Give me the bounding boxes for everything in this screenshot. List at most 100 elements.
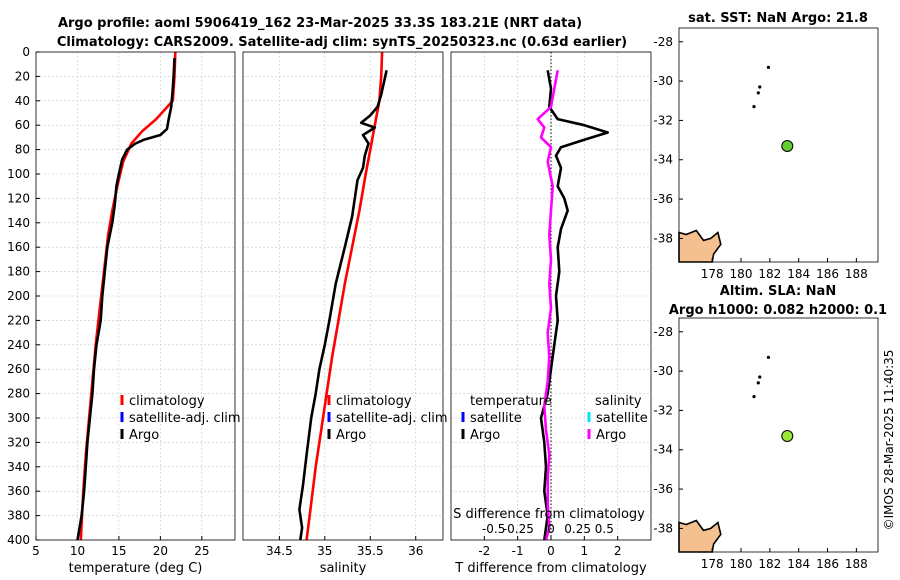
- x-tick-label: 20: [153, 544, 168, 558]
- x-tick-label: 10: [70, 544, 85, 558]
- x-tick-label: 25: [194, 544, 209, 558]
- y-tick-label: -28: [653, 35, 673, 49]
- x-tick-label: 186: [816, 267, 839, 281]
- y-tick-label: -32: [653, 403, 673, 417]
- map-frame: [678, 27, 879, 263]
- y-tick-label: 20: [15, 69, 30, 83]
- x-tick-label: 178: [701, 267, 724, 281]
- x-axis-label: salinity: [320, 561, 367, 576]
- top-tick-label: -0.25: [503, 522, 534, 536]
- float-position-marker: [781, 429, 794, 442]
- legend-label: satellite: [596, 411, 648, 426]
- track-point: [758, 375, 762, 379]
- x-tick-label: 2: [614, 544, 622, 558]
- x-tick-label: 5: [32, 544, 40, 558]
- map-subtitle: Argo h1000: 0.082 h2000: 0.1: [669, 303, 887, 318]
- legend-label: Argo: [596, 428, 626, 443]
- x-tick-label: 184: [787, 557, 810, 571]
- series-line-s-argo: [536, 70, 559, 541]
- y-tick-label: -30: [653, 74, 673, 88]
- float-position-marker: [781, 139, 794, 152]
- y-tick-label: 380: [7, 509, 30, 523]
- x-tick-label: 35: [317, 544, 332, 558]
- x-tick-label: 0: [547, 544, 555, 558]
- series-line-climatology: [305, 51, 384, 541]
- map-title: sat. SST: NaN Argo: 21.8: [688, 11, 868, 26]
- salinity-panel: 34.5 35 35.5 36 salinity climatology satellite…: [242, 51, 448, 576]
- x-tick-label: 188: [845, 557, 868, 571]
- track-point: [752, 105, 756, 109]
- x-tick-label: 34.5: [266, 544, 293, 558]
- top-axis-label: S difference from climatology: [453, 507, 645, 522]
- x-tick-label: 36: [408, 544, 423, 558]
- y-tick-label: -34: [653, 443, 673, 457]
- track-point: [752, 395, 756, 399]
- y-tick-label: 220: [7, 313, 30, 327]
- legend-label: Argo: [129, 428, 159, 443]
- x-tick-label: 186: [816, 557, 839, 571]
- x-tick-label: 178: [701, 557, 724, 571]
- top-tick-label: 0: [547, 522, 555, 536]
- x-tick-label: 188: [845, 267, 868, 281]
- series-line-t-argo: [539, 70, 610, 541]
- sst-map-panel: 178 180 182 184 186 188 -28 -30 -32 -34 -36 -38 sat.…: [653, 11, 879, 281]
- y-tick-label: -30: [653, 364, 673, 378]
- y-tick-label: 320: [7, 435, 30, 449]
- track-point: [756, 91, 760, 95]
- series-line-argo: [76, 58, 176, 541]
- track-point: [758, 85, 762, 89]
- track-point: [766, 355, 771, 359]
- y-tick-label: 400: [7, 533, 30, 547]
- figure-title-line2: Climatology: CARS2009. Satellite-adj cli…: [57, 35, 627, 50]
- x-axis-label: T difference from climatology: [454, 561, 647, 576]
- y-tick-label: -38: [653, 521, 673, 535]
- y-tick-label: 280: [7, 387, 30, 401]
- map-frame: [678, 317, 879, 553]
- y-tick-label: -38: [653, 231, 673, 245]
- top-tick-label: 0.25: [564, 522, 591, 536]
- series-line-argo: [298, 70, 388, 541]
- y-tick-label: 360: [7, 484, 30, 498]
- legend-label: Argo: [470, 428, 500, 443]
- y-tick-label: -32: [653, 113, 673, 127]
- y-tick-label: 160: [7, 240, 30, 254]
- axes-frame: [242, 51, 444, 541]
- y-tick-label: 300: [7, 411, 30, 425]
- legend-title-salinity: salinity: [595, 394, 642, 409]
- top-tick-label: 0.5: [595, 522, 614, 536]
- y-tick-label: 40: [15, 94, 30, 108]
- track-point: [766, 65, 771, 69]
- x-tick-label: 182: [758, 267, 781, 281]
- y-tick-label: 260: [7, 362, 30, 376]
- y-tick-label: 80: [15, 143, 30, 157]
- difference-panel: -2 -1 0 1 2 T difference from climatology temp…: [450, 51, 652, 576]
- x-tick-label: 1: [581, 544, 589, 558]
- x-tick-label: -1: [512, 544, 524, 558]
- y-tick-label: -36: [653, 482, 673, 496]
- temperature-panel: 0 20 40 60 80 100 120 140 160 180 200 220 240 260 280 3…: [7, 45, 241, 576]
- x-tick-label: 182: [758, 557, 781, 571]
- map-title: Altim. SLA: NaN: [720, 284, 836, 299]
- x-tick-label: 15: [111, 544, 126, 558]
- legend-title-temperature: temperature: [470, 394, 552, 409]
- land-coastline: [678, 519, 722, 553]
- y-tick-label: 240: [7, 338, 30, 352]
- timestamp-label: ©IMOS 28-Mar-2025 11:40:35: [882, 350, 896, 531]
- y-tick-label: 60: [15, 118, 30, 132]
- y-tick-label: 340: [7, 460, 30, 474]
- x-tick-label: 180: [730, 557, 753, 571]
- y-tick-label: -36: [653, 192, 673, 206]
- y-tick-label: 0: [22, 45, 30, 59]
- legend-label: satellite-adj. clim: [336, 411, 448, 426]
- sla-map-panel: 178 180 182 184 186 188 -28 -30 -32 -34 -36 -38 Alti…: [653, 284, 887, 571]
- figure-title-line1: Argo profile: aoml 5906419_162 23-Mar-20…: [58, 16, 582, 31]
- land-coastline: [678, 229, 722, 263]
- y-tick-label: 200: [7, 289, 30, 303]
- track-point: [756, 381, 760, 385]
- y-tick-label: 100: [7, 167, 30, 181]
- y-tick-label: -34: [653, 153, 673, 167]
- legend-label: satellite-adj. clim: [129, 411, 241, 426]
- top-tick-label: -0.5: [482, 522, 505, 536]
- y-tick-label: 140: [7, 216, 30, 230]
- legend-label: satellite: [470, 411, 522, 426]
